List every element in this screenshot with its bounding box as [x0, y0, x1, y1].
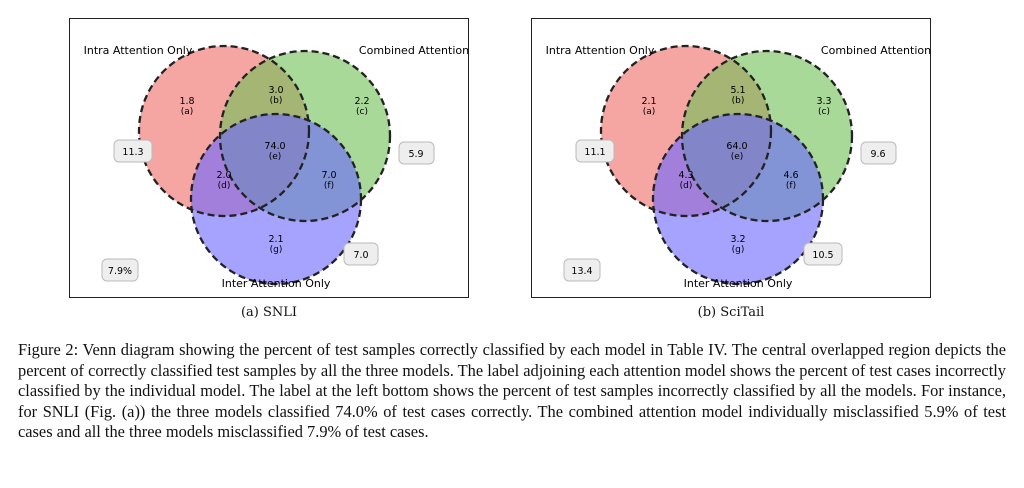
region-c-value: 3.3: [816, 96, 831, 107]
set-label-combined: Combined Attention: [359, 44, 469, 57]
region-e-value: 64.0: [726, 141, 747, 152]
region-f-letter: (f): [786, 181, 796, 191]
circle-intra-outline: [599, 44, 773, 218]
region-d-letter: (d): [680, 181, 693, 191]
region-e-letter: (e): [731, 152, 744, 162]
venn-diagram-scitail: Intra Attention Only Combined Attention …: [546, 44, 931, 290]
box-inter-misclassified: 7.0: [353, 250, 368, 261]
region-a-letter: (a): [643, 107, 656, 117]
region-a-value: 1.8: [179, 96, 194, 107]
set-label-intra: Intra Attention Only: [546, 44, 655, 57]
region-c-letter: (c): [356, 107, 368, 117]
region-f-value: 4.6: [783, 170, 798, 181]
box-all-misclassified: 7.9%: [108, 266, 132, 277]
region-d-letter: (d): [218, 181, 231, 191]
subcaption-snli: (a) SNLI: [240, 305, 298, 320]
circle-combined-outline: [680, 49, 854, 223]
region-b-letter: (b): [732, 96, 745, 106]
region-e-value: 74.0: [264, 141, 285, 152]
circle-intra-outline: [137, 44, 311, 218]
region-e-letter: (e): [269, 152, 282, 162]
box-combined-misclassified: 9.6: [870, 149, 885, 160]
region-b-value: 5.1: [730, 85, 745, 96]
set-label-inter: Inter Attention Only: [684, 277, 793, 290]
region-g-value: 2.1: [268, 234, 283, 245]
venn-diagram-snli: Intra Attention Only Combined Attention …: [84, 44, 469, 290]
region-a-value: 2.1: [641, 96, 656, 107]
region-a-letter: (a): [181, 107, 194, 117]
box-inter-misclassified-bg: [803, 242, 843, 266]
region-b-letter: (b): [270, 96, 283, 106]
circle-inter-outline: [189, 112, 363, 286]
box-intra-misclassified: 11.3: [122, 147, 143, 158]
circle-inter-outline: [651, 112, 825, 286]
box-intra-misclassified-bg: [113, 139, 153, 163]
region-c-value: 2.2: [354, 96, 369, 107]
set-label-inter: Inter Attention Only: [222, 277, 331, 290]
box-inter-misclassified: 10.5: [812, 250, 833, 261]
box-intra-misclassified-bg: [575, 139, 615, 163]
box-combined-misclassified-bg: [860, 141, 897, 165]
region-f-value: 7.0: [321, 170, 336, 181]
region-c-letter: (c): [818, 107, 830, 117]
box-intra-misclassified: 11.1: [584, 147, 605, 158]
set-label-combined: Combined Attention: [821, 44, 931, 57]
venn-panel-snli: Intra Attention Only Combined Attention …: [69, 18, 469, 298]
set-label-intra: Intra Attention Only: [84, 44, 193, 57]
subcaption-scitail: (b) SciTail: [697, 305, 765, 320]
region-d-value: 2.0: [216, 170, 231, 181]
box-combined-misclassified-bg: [398, 141, 435, 165]
figure-caption: Figure 2: Venn diagram showing the perce…: [18, 340, 1006, 442]
circle-combined-outline: [218, 49, 392, 223]
region-b-value: 3.0: [268, 85, 283, 96]
venn-panel-scitail: Intra Attention Only Combined Attention …: [531, 18, 931, 298]
region-f-letter: (f): [324, 181, 334, 191]
region-g-letter: (g): [732, 245, 745, 255]
region-g-value: 3.2: [730, 234, 745, 245]
box-inter-misclassified-bg: [343, 242, 379, 266]
box-all-misclassified-bg: [101, 258, 139, 282]
box-all-misclassified: 13.4: [571, 266, 592, 277]
region-g-letter: (g): [270, 245, 283, 255]
box-all-misclassified-bg: [563, 258, 601, 282]
box-combined-misclassified: 5.9: [408, 149, 423, 160]
region-d-value: 4.3: [678, 170, 693, 181]
